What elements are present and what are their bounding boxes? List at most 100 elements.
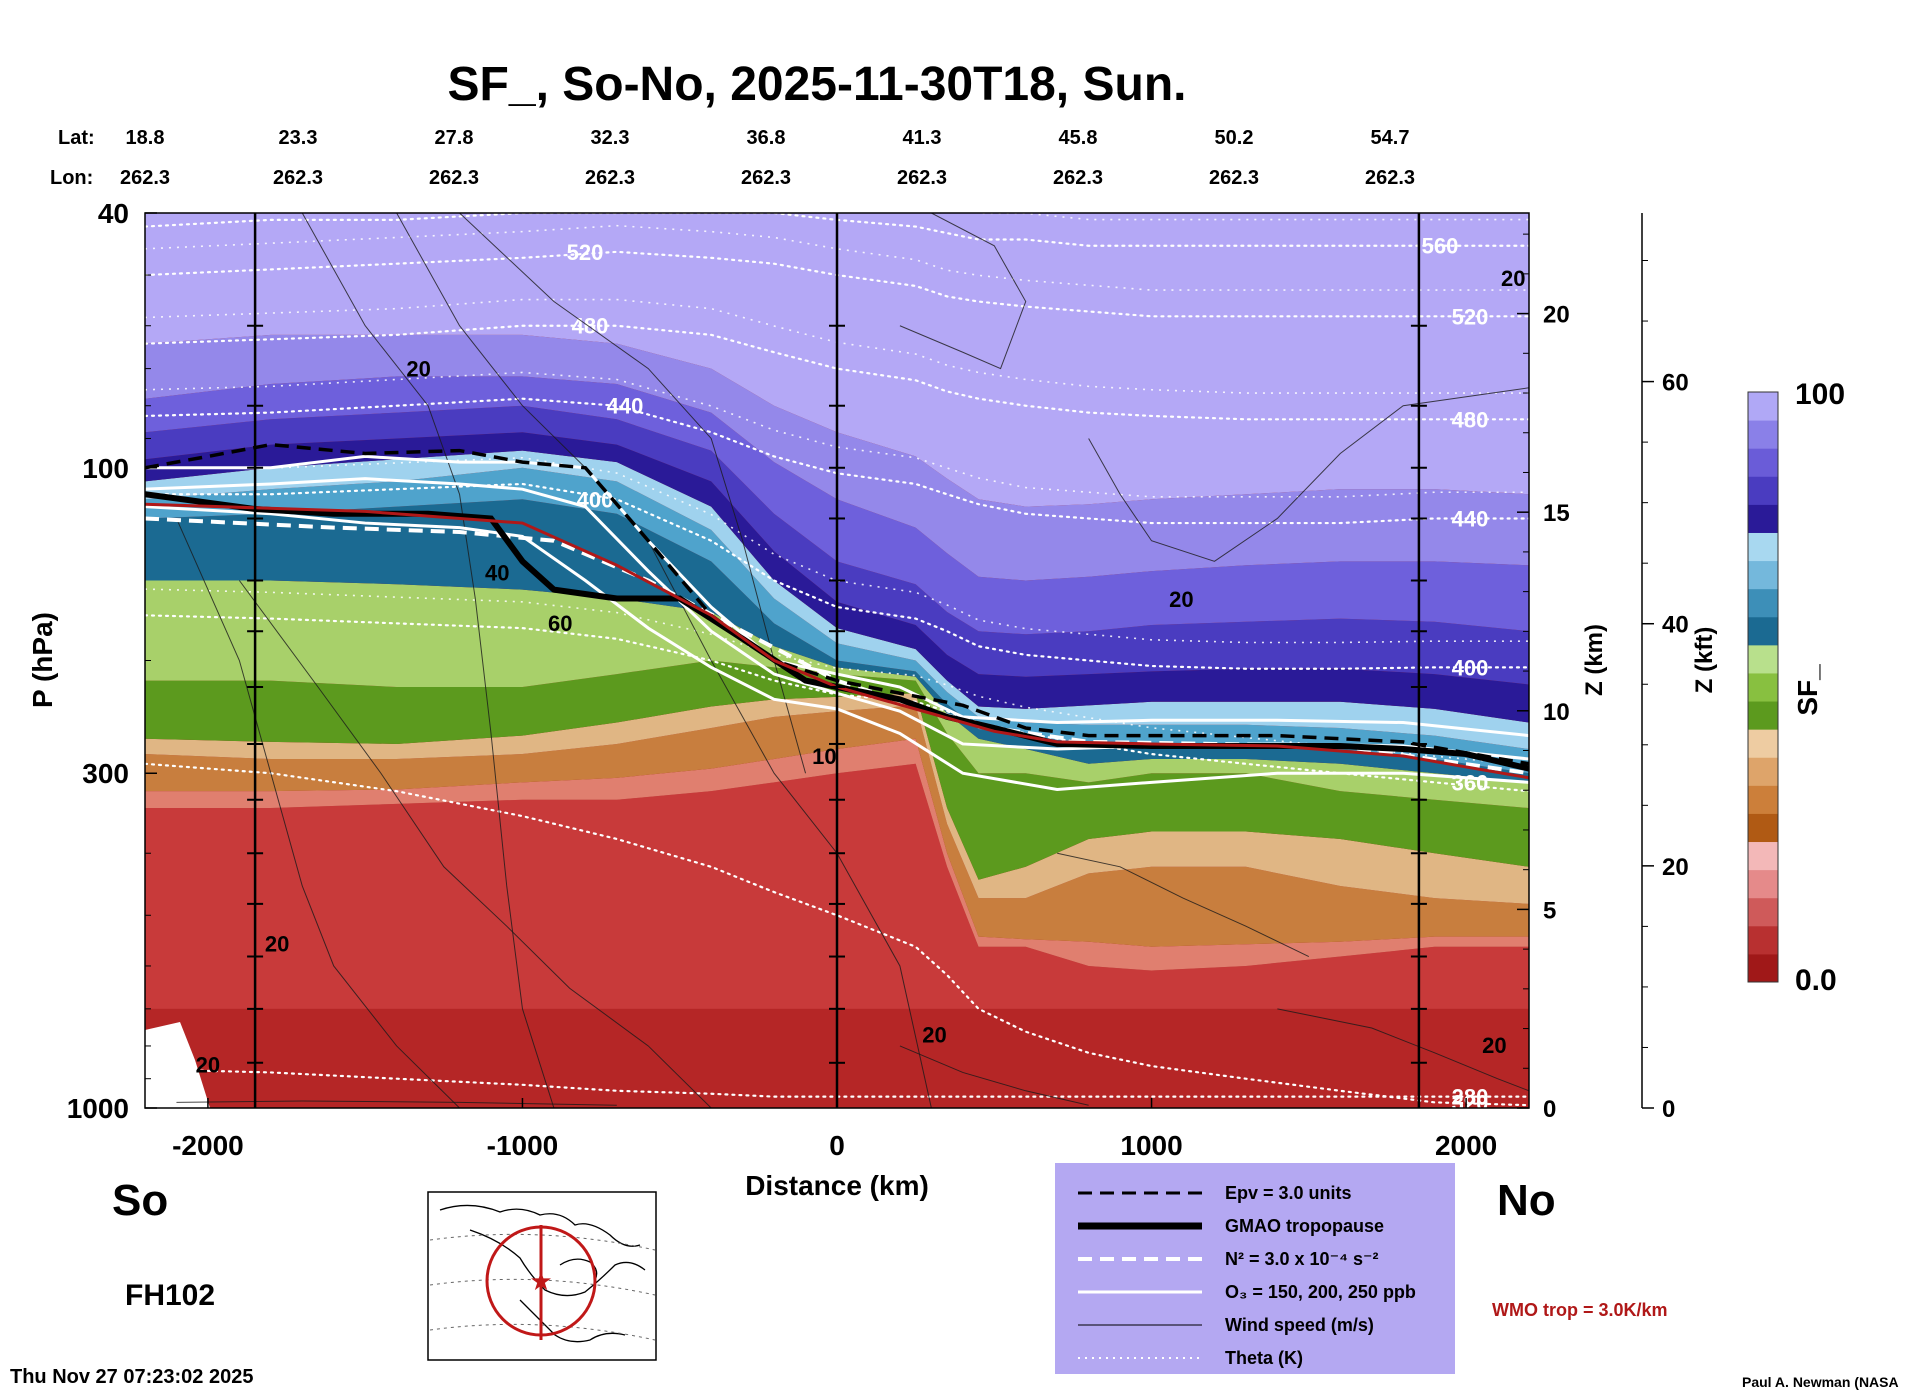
z-kft-axis-title: Z (kft) xyxy=(1691,627,1718,694)
terrain-mask xyxy=(145,1022,210,1108)
theta-label: 440 xyxy=(1452,506,1489,531)
lat-value: 50.2 xyxy=(1215,127,1254,149)
legend-label: GMAO tropopause xyxy=(1225,1216,1384,1236)
lon-value: 262.3 xyxy=(273,167,323,189)
x-tick-label: -2000 xyxy=(172,1130,244,1161)
colorbar-segment xyxy=(1748,644,1778,674)
north-label: No xyxy=(1497,1176,1556,1225)
wind-contour xyxy=(176,1100,617,1106)
z-kft-tick-label: 0 xyxy=(1662,1096,1675,1123)
z-km-tick-label: 15 xyxy=(1543,500,1570,527)
z-km-tick-label: 5 xyxy=(1543,897,1556,924)
colorbar-segment xyxy=(1748,420,1778,449)
theta-label: 440 xyxy=(607,394,644,419)
chart-title: SF_, So-No, 2025-11-30T18, Sun. xyxy=(448,58,1187,111)
colorbar-segment xyxy=(1748,588,1778,618)
colorbar-segment xyxy=(1748,925,1778,955)
lon-label: Lon: xyxy=(50,167,93,189)
sf-band xyxy=(145,705,1529,947)
theta-label: 400 xyxy=(1452,655,1489,680)
z-kft-tick-label: 20 xyxy=(1662,854,1689,881)
theta-label: 400 xyxy=(577,487,614,512)
colorbar-segment xyxy=(1748,953,1778,983)
sf-band xyxy=(145,660,1529,880)
colorbar-segment xyxy=(1748,476,1778,505)
lat-value: 32.3 xyxy=(591,127,630,149)
colorbar-segment xyxy=(1748,785,1778,814)
theta-contour xyxy=(145,482,1529,670)
inset-map-graticule xyxy=(429,1233,656,1341)
z-km-tick-label: 0 xyxy=(1543,1096,1556,1123)
lat-label: Lat: xyxy=(58,127,95,149)
colorbar-segment xyxy=(1748,560,1778,590)
sf-band xyxy=(145,405,1529,685)
wind-contour xyxy=(238,580,712,1108)
sf-band xyxy=(145,450,1529,750)
colorbar-segment xyxy=(1748,672,1778,702)
lon-value: 262.3 xyxy=(585,167,635,189)
timestamp: Thu Nov 27 07:23:02 2025 xyxy=(10,1366,253,1388)
wind-contour xyxy=(1277,1008,1529,1092)
colorbar-segment xyxy=(1748,392,1778,421)
lat-value: 54.7 xyxy=(1371,127,1410,149)
theta-contour-minor xyxy=(145,298,1529,394)
legend-label: O₃ = 150, 200, 250 ppb xyxy=(1225,1282,1416,1302)
legend-label: N² = 3.0 x 10⁻⁴ s⁻² xyxy=(1225,1249,1378,1269)
ozone-contour xyxy=(145,505,1529,791)
colorbar-segment xyxy=(1748,841,1778,871)
lon-value: 262.3 xyxy=(1365,167,1415,189)
profile-markers xyxy=(247,213,1427,1108)
legend-box xyxy=(1055,1163,1455,1374)
y-tick-label: 1000 xyxy=(67,1093,129,1124)
lon-value: 262.3 xyxy=(741,167,791,189)
wind-label: 20 xyxy=(1482,1033,1506,1058)
theta-label: 560 xyxy=(1422,234,1459,259)
wind-label: 20 xyxy=(1501,266,1525,291)
inset-map: ★ xyxy=(427,1191,657,1361)
colorbar-frame xyxy=(1747,391,1779,983)
colorbar-segment xyxy=(1748,729,1778,758)
wind-label: 20 xyxy=(922,1022,946,1047)
x-tick-label: -1000 xyxy=(487,1130,559,1161)
legend-label: Wind speed (m/s) xyxy=(1225,1315,1374,1335)
credit: Paul A. Newman (NASA xyxy=(1742,1374,1899,1390)
z-kft-tick-label: 60 xyxy=(1662,370,1689,397)
colorbar-title: SF_ xyxy=(1792,664,1823,716)
lat-value: 41.3 xyxy=(903,127,942,149)
y-tick-label: 300 xyxy=(82,758,129,789)
wind-contour xyxy=(899,213,1027,370)
wind-label: 20 xyxy=(196,1052,220,1077)
lon-value: 262.3 xyxy=(120,167,170,189)
wind-contour xyxy=(1088,387,1529,562)
south-label: So xyxy=(112,1176,168,1225)
sf-band xyxy=(145,432,1529,723)
wind-contour xyxy=(301,213,555,1108)
theta-label: 360 xyxy=(1452,770,1489,795)
theta-label: 520 xyxy=(567,240,604,265)
lat-lon-header: 18.8 23.3 27.8 32.3 36.8 41.3 45.8 50.2 54.7 262.… xyxy=(120,127,1415,189)
x-tick-label: 0 xyxy=(829,1130,845,1161)
lat-value: 23.3 xyxy=(279,127,318,149)
lon-value: 262.3 xyxy=(1209,167,1259,189)
theta-contour xyxy=(145,614,1529,793)
tropopause-lines xyxy=(145,442,1529,791)
theta-contour xyxy=(145,250,1529,318)
legend-label: Epv = 3.0 units xyxy=(1225,1183,1352,1203)
lon-value: 262.3 xyxy=(429,167,479,189)
colorbar-segment xyxy=(1748,869,1778,899)
axes: -2000 -1000 0 1000 2000 40 100 300 1000 0 5 10 15 20 0… xyxy=(67,198,1689,1161)
lat-value: 45.8 xyxy=(1059,127,1098,149)
sf-band xyxy=(145,499,1529,783)
x-axis-title: Distance (km) xyxy=(745,1170,929,1201)
theta-label: 320 xyxy=(1452,1090,1489,1115)
z-km-tick-label: 20 xyxy=(1543,302,1570,329)
legend: Epv = 3.0 units GMAO tropopause N² = 3.0 x… xyxy=(1055,1163,1455,1374)
sf-band xyxy=(145,693,1529,904)
z-kft-tick-label: 40 xyxy=(1662,612,1689,639)
colorbar-segment xyxy=(1748,897,1778,927)
colorbar-segment xyxy=(1748,532,1778,562)
lat-value: 27.8 xyxy=(435,127,474,149)
